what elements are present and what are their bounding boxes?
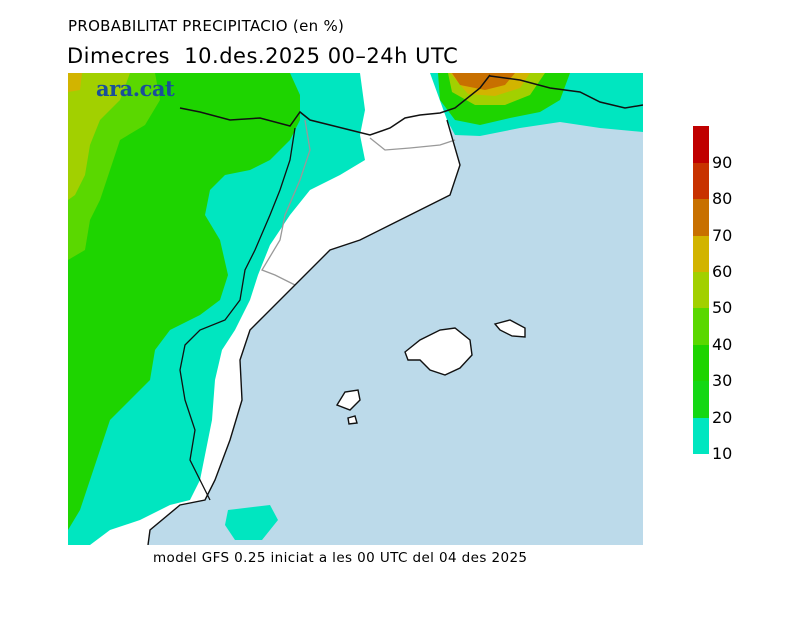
border-aragon-catalonia [261, 119, 311, 286]
model-info: model GFS 0.25 iniciat a les 00 UTC del … [153, 550, 528, 566]
ara-cat-logo: ara.cat [96, 76, 175, 101]
border-france-italy [489, 75, 643, 109]
island-ibiza [335, 389, 361, 411]
legend-swatch-10 [693, 417, 709, 454]
map-title: PROBABILITAT PRECIPITACIO (en %) [68, 17, 345, 35]
precip-60-corner [68, 73, 82, 92]
legend-label-10: 10 [712, 444, 733, 463]
legend-label-90: 90 [712, 152, 733, 172]
border-province [179, 127, 296, 501]
legend-label-80: 80 [712, 189, 733, 209]
map-subtitle: Dimecres 10.des.2025 00–24h UTC [67, 44, 459, 68]
legend-swatch-40 [693, 308, 709, 345]
coastline [147, 119, 461, 545]
legend-swatch-90 [693, 126, 709, 163]
precip-50-iberia [68, 73, 130, 200]
legend-label-50: 50 [712, 298, 733, 318]
precip-10-coast [225, 505, 278, 540]
legend-label-20: 20 [712, 407, 733, 427]
precip-20-iberia [68, 73, 300, 530]
island-formentera [347, 415, 358, 425]
legend-swatch-50 [693, 272, 709, 309]
island-menorca [493, 319, 526, 338]
legend-label-40: 40 [712, 334, 733, 354]
legend-swatch-70 [693, 199, 709, 236]
precipitation-map [68, 73, 643, 545]
legend-swatch-80 [693, 162, 709, 200]
legend-swatch-30 [693, 344, 709, 382]
legend-swatch-20 [693, 381, 709, 418]
legend-label-30: 30 [712, 371, 733, 391]
island-mallorca [404, 327, 473, 376]
border-catalonia-north [369, 137, 456, 151]
legend-label-60: 60 [712, 262, 733, 281]
legend-swatch-60 [693, 235, 709, 272]
border-france-spain [179, 74, 491, 136]
legend-label-70: 70 [712, 225, 733, 245]
